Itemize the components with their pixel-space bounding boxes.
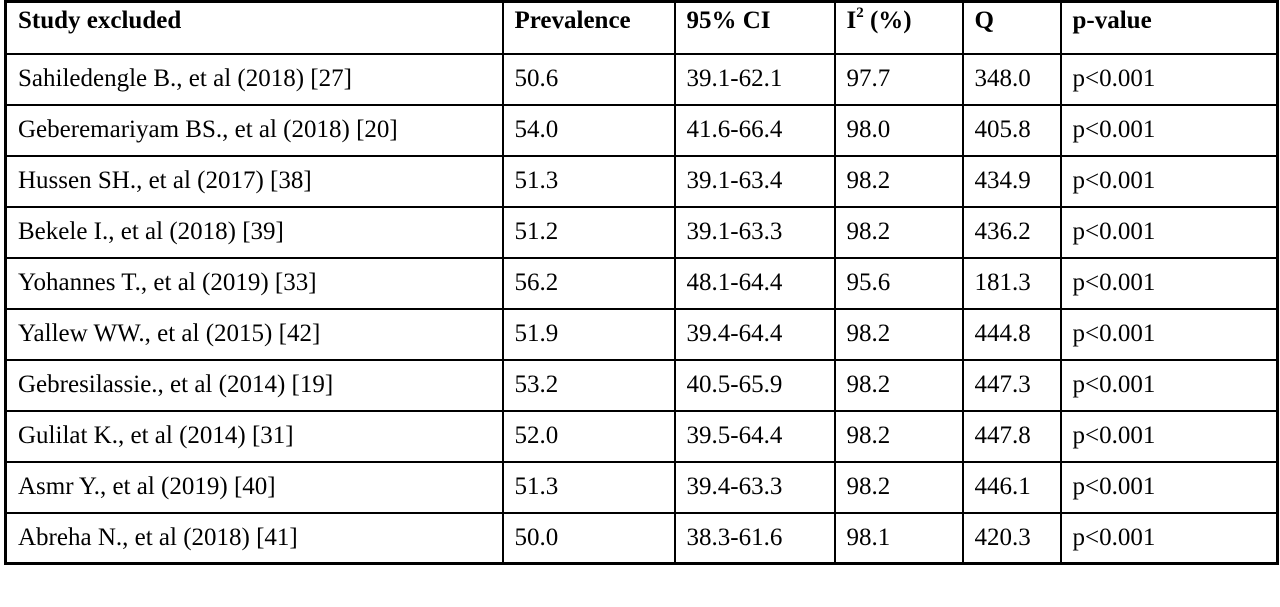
header-i2-exponent: 2	[856, 5, 864, 21]
cell-i2: 98.2	[833, 409, 964, 463]
table-row: Bekele I., et al (2018) [39] 51.2 39.1-6…	[4, 205, 1279, 259]
cell-q: 444.8	[961, 307, 1062, 361]
cell-q: 348.0	[961, 52, 1062, 106]
cell-q: 405.8	[961, 103, 1062, 157]
cell-p-value: p<0.001	[1059, 460, 1279, 514]
header-i2-unit: (%)	[863, 7, 912, 34]
table-row: Asmr Y., et al (2019) [40] 51.3 39.4-63.…	[4, 460, 1279, 514]
cell-p-value: p<0.001	[1059, 103, 1279, 157]
cell-q: 447.3	[961, 358, 1062, 412]
cell-prevalence: 51.3	[501, 154, 676, 208]
cell-q: 420.3	[961, 511, 1062, 565]
cell-ci: 39.4-63.3	[673, 460, 836, 514]
header-p-value: p-value	[1059, 0, 1279, 55]
cell-prevalence: 51.9	[501, 307, 676, 361]
cell-q: 447.8	[961, 409, 1062, 463]
cell-i2: 98.1	[833, 511, 964, 565]
cell-q: 434.9	[961, 154, 1062, 208]
table-row: Sahiledengle B., et al (2018) [27] 50.6 …	[4, 52, 1279, 106]
table-row: Yallew WW., et al (2015) [42] 51.9 39.4-…	[4, 307, 1279, 361]
table-row: Hussen SH., et al (2017) [38] 51.3 39.1-…	[4, 154, 1279, 208]
cell-ci: 38.3-61.6	[673, 511, 836, 565]
header-prevalence: Prevalence	[501, 0, 676, 55]
cell-i2: 98.2	[833, 358, 964, 412]
cell-ci: 39.1-63.4	[673, 154, 836, 208]
table-row: Abreha N., et al (2018) [41] 50.0 38.3-6…	[4, 511, 1279, 565]
cell-i2: 95.6	[833, 256, 964, 310]
header-study-excluded: Study excluded	[4, 0, 504, 55]
table-row: Gulilat K., et al (2014) [31] 52.0 39.5-…	[4, 409, 1279, 463]
table-row: Gebresilassie., et al (2014) [19] 53.2 4…	[4, 358, 1279, 412]
cell-ci: 39.1-62.1	[673, 52, 836, 106]
cell-study: Gulilat K., et al (2014) [31]	[4, 409, 504, 463]
cell-prevalence: 51.2	[501, 205, 676, 259]
cell-p-value: p<0.001	[1059, 511, 1279, 565]
cell-i2: 98.2	[833, 307, 964, 361]
cell-q: 446.1	[961, 460, 1062, 514]
cell-study: Asmr Y., et al (2019) [40]	[4, 460, 504, 514]
cell-ci: 40.5-65.9	[673, 358, 836, 412]
cell-prevalence: 53.2	[501, 358, 676, 412]
cell-study: Yallew WW., et al (2015) [42]	[4, 307, 504, 361]
header-i2: I2 (%)	[833, 0, 964, 55]
cell-study: Hussen SH., et al (2017) [38]	[4, 154, 504, 208]
cell-ci: 39.5-64.4	[673, 409, 836, 463]
cell-p-value: p<0.001	[1059, 205, 1279, 259]
cell-ci: 39.1-63.3	[673, 205, 836, 259]
cell-p-value: p<0.001	[1059, 256, 1279, 310]
header-i2-base: I	[846, 7, 857, 34]
cell-prevalence: 52.0	[501, 409, 676, 463]
cell-i2: 98.2	[833, 205, 964, 259]
cell-ci: 39.4-64.4	[673, 307, 836, 361]
cell-study: Bekele I., et al (2018) [39]	[4, 205, 504, 259]
header-q: Q	[961, 0, 1062, 55]
cell-study: Yohannes T., et al (2019) [33]	[4, 256, 504, 310]
cell-p-value: p<0.001	[1059, 307, 1279, 361]
cell-p-value: p<0.001	[1059, 409, 1279, 463]
cell-q: 181.3	[961, 256, 1062, 310]
cell-p-value: p<0.001	[1059, 358, 1279, 412]
cell-i2: 98.0	[833, 103, 964, 157]
header-ci: 95% CI	[673, 0, 836, 55]
header-row: Study excluded Prevalence 95% CI I2 (%) …	[4, 0, 1279, 55]
table-row: Yohannes T., et al (2019) [33] 56.2 48.1…	[4, 256, 1279, 310]
cell-q: 436.2	[961, 205, 1062, 259]
cell-prevalence: 50.6	[501, 52, 676, 106]
cell-i2: 98.2	[833, 154, 964, 208]
cell-prevalence: 56.2	[501, 256, 676, 310]
cell-study: Geberemariyam BS., et al (2018) [20]	[4, 103, 504, 157]
cell-p-value: p<0.001	[1059, 52, 1279, 106]
cell-study: Abreha N., et al (2018) [41]	[4, 511, 504, 565]
cell-study: Gebresilassie., et al (2014) [19]	[4, 358, 504, 412]
cell-prevalence: 50.0	[501, 511, 676, 565]
cell-prevalence: 51.3	[501, 460, 676, 514]
cell-i2: 98.2	[833, 460, 964, 514]
sensitivity-analysis-table: Study excluded Prevalence 95% CI I2 (%) …	[4, 0, 1279, 565]
cell-i2: 97.7	[833, 52, 964, 106]
cell-ci: 41.6-66.4	[673, 103, 836, 157]
table-row: Geberemariyam BS., et al (2018) [20] 54.…	[4, 103, 1279, 157]
cell-ci: 48.1-64.4	[673, 256, 836, 310]
cell-p-value: p<0.001	[1059, 154, 1279, 208]
cell-prevalence: 54.0	[501, 103, 676, 157]
cell-study: Sahiledengle B., et al (2018) [27]	[4, 52, 504, 106]
